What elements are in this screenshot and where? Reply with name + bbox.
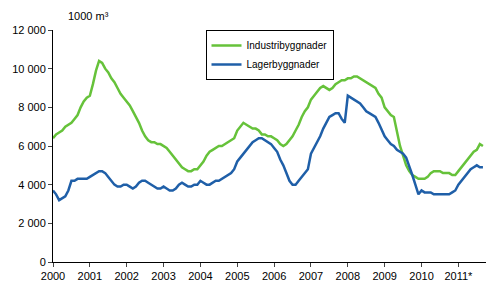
svg-text:2004: 2004 [188,270,212,282]
svg-text:Lagerbyggnader: Lagerbyggnader [247,59,321,70]
svg-text:0: 0 [40,256,46,268]
svg-text:1000 m³: 1000 m³ [68,10,109,22]
svg-text:2000: 2000 [41,270,65,282]
svg-text:8 000: 8 000 [18,101,46,113]
svg-text:2006: 2006 [262,270,286,282]
svg-text:2009: 2009 [372,270,396,282]
svg-text:12 000: 12 000 [12,24,46,36]
svg-text:4 000: 4 000 [18,179,46,191]
svg-text:2 000: 2 000 [18,217,46,229]
svg-text:2001: 2001 [78,270,102,282]
svg-text:2007: 2007 [299,270,323,282]
svg-text:2005: 2005 [225,270,249,282]
svg-text:2011*: 2011* [444,270,473,282]
svg-text:2002: 2002 [114,270,138,282]
svg-text:2003: 2003 [151,270,175,282]
svg-text:2010: 2010 [409,270,433,282]
svg-text:2008: 2008 [336,270,360,282]
svg-text:Industribyggnader: Industribyggnader [247,40,328,51]
svg-text:6 000: 6 000 [18,140,46,152]
svg-text:10 000: 10 000 [12,63,46,75]
